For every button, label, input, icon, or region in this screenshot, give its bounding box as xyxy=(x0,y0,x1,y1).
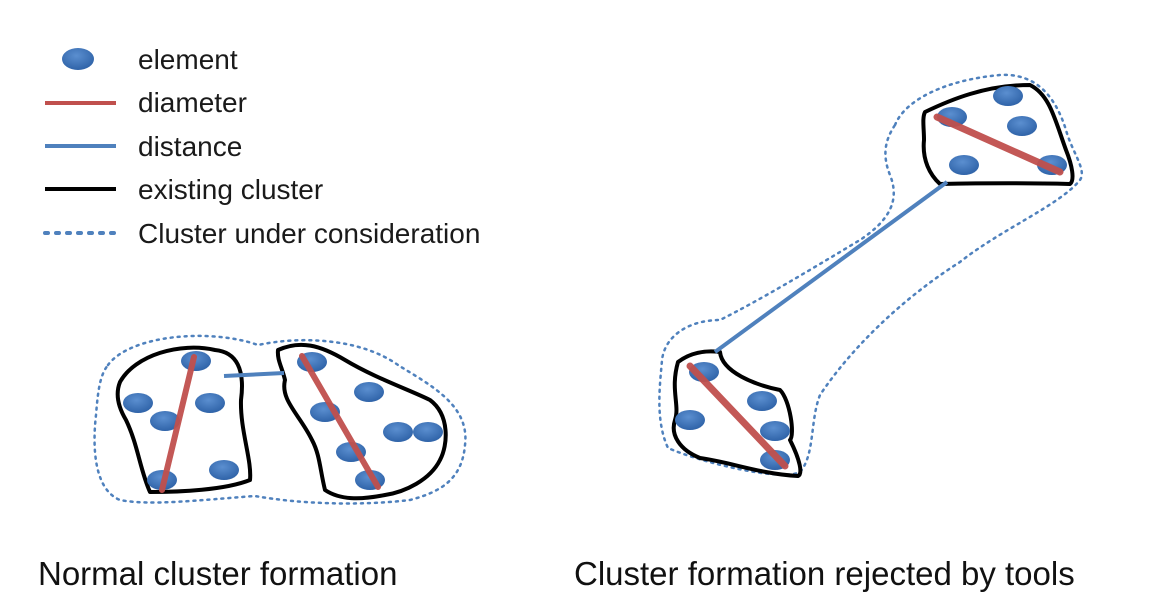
caption-cluster-formation-rejected: Cluster formation rejected by tools xyxy=(574,555,1075,592)
diameter-line-b xyxy=(299,353,381,490)
element-symbol xyxy=(62,48,94,70)
element xyxy=(383,422,413,442)
existing-cluster-outline-bottom xyxy=(671,349,803,478)
legend-label-distance: distance xyxy=(138,131,242,162)
legend-item-element: element xyxy=(62,44,238,75)
element xyxy=(209,460,239,480)
element xyxy=(354,382,384,402)
diameter-line-bottom xyxy=(686,362,789,470)
element xyxy=(760,421,790,441)
element xyxy=(195,393,225,413)
diameter-line-a xyxy=(159,354,197,493)
existing-cluster-outline-b xyxy=(275,342,448,501)
cluster-under-consideration-outline xyxy=(658,73,1083,476)
elements-cluster-b xyxy=(297,352,443,490)
distance-line-left xyxy=(223,371,285,378)
element xyxy=(993,86,1023,106)
legend-item-existing-cluster: existing cluster xyxy=(45,174,323,205)
elements-cluster-a xyxy=(123,351,239,490)
normal-cluster-formation xyxy=(93,334,467,505)
element xyxy=(1007,116,1037,136)
distance-line-right xyxy=(713,180,949,354)
diameter-line-top xyxy=(933,113,1064,176)
legend-label-existing-cluster: existing cluster xyxy=(138,174,323,205)
legend-item-diameter: diameter xyxy=(45,87,247,118)
element xyxy=(747,391,777,411)
legend-item-cluster-under-consideration: Cluster under consideration xyxy=(43,218,480,249)
element xyxy=(123,393,153,413)
element xyxy=(413,422,443,442)
element xyxy=(675,410,705,430)
cluster-under-consideration-outline xyxy=(93,334,467,505)
existing-cluster-outline-top xyxy=(921,83,1075,186)
caption-normal-cluster-formation: Normal cluster formation xyxy=(38,555,397,592)
legend-label-diameter: diameter xyxy=(138,87,247,118)
element xyxy=(949,155,979,175)
rejected-cluster-formation xyxy=(658,73,1083,478)
legend-item-distance: distance xyxy=(45,131,242,162)
legend: element diameter distance existing clust… xyxy=(43,44,480,249)
element xyxy=(150,411,180,431)
legend-label-cluster-under-consideration: Cluster under consideration xyxy=(138,218,480,249)
existing-cluster-outline-a xyxy=(115,345,253,494)
legend-label-element: element xyxy=(138,44,238,75)
